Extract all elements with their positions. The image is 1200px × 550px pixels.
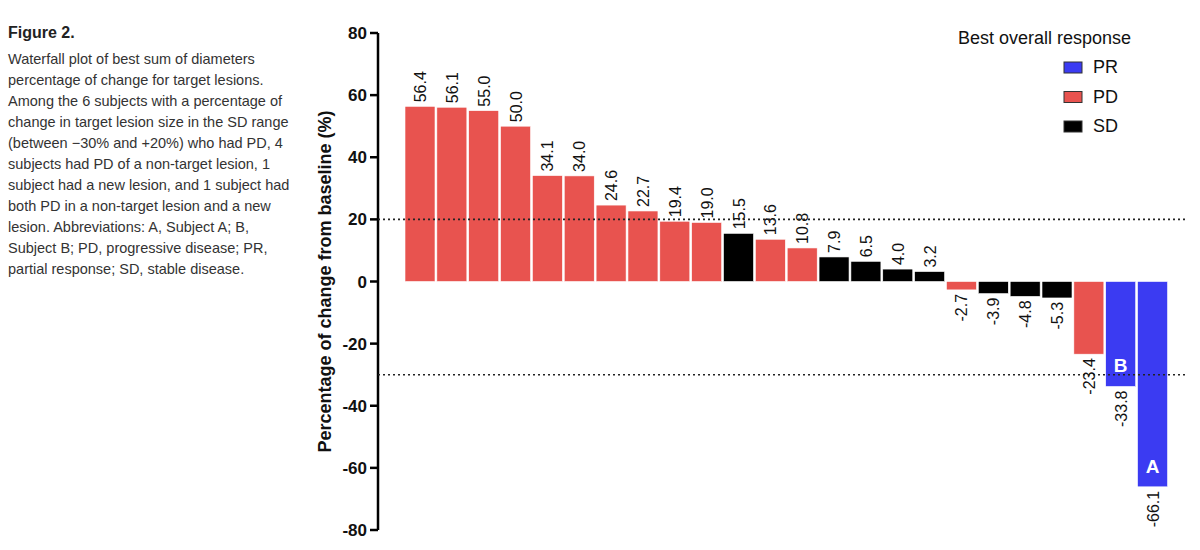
legend-title: Best overall response — [958, 28, 1131, 48]
bar — [787, 248, 817, 282]
caption-text: Waterfall plot of best sum of diameters … — [8, 49, 290, 280]
bar — [724, 233, 754, 281]
bar — [883, 269, 913, 281]
y-tick-label: -80 — [342, 521, 367, 540]
data-label: 56.1 — [444, 72, 461, 103]
legend-swatch — [1064, 92, 1082, 103]
bar — [532, 176, 562, 282]
y-tick — [370, 218, 378, 221]
y-tick-label: 60 — [348, 86, 367, 105]
data-label: 55.0 — [476, 75, 493, 106]
bar — [1042, 282, 1072, 298]
data-label: 19.0 — [699, 187, 716, 218]
y-tick-label: 80 — [348, 24, 367, 43]
y-tick-label: -20 — [342, 335, 367, 354]
y-tick — [370, 94, 378, 97]
bar — [978, 282, 1008, 294]
reference-line — [378, 374, 1186, 376]
data-label: -2.7 — [953, 294, 970, 322]
legend-label: PD — [1093, 87, 1118, 107]
data-label: 4.0 — [890, 243, 907, 265]
y-tick — [370, 342, 378, 345]
data-label: 10.8 — [794, 213, 811, 244]
bar — [1074, 282, 1104, 355]
data-label: 3.2 — [922, 245, 939, 267]
y-tick — [370, 405, 378, 408]
data-label: 15.5 — [731, 198, 748, 229]
bar — [851, 261, 881, 281]
bar — [437, 107, 467, 281]
y-tick — [370, 529, 378, 532]
data-label: -4.8 — [1017, 300, 1034, 328]
y-tick — [370, 467, 378, 470]
data-label: 34.0 — [571, 141, 588, 172]
y-axis-label: Percentage of change from baseline (%) — [315, 110, 335, 452]
data-label: 50.0 — [508, 91, 525, 122]
data-label: -33.8 — [1113, 390, 1130, 427]
caption-label: Figure 2. — [8, 22, 290, 43]
data-label: -3.9 — [985, 298, 1002, 326]
bar — [1138, 282, 1168, 487]
y-tick — [370, 280, 378, 283]
chart: -80 -60 -40 -20 0 20 40 60 80 Percentage of chang… — [0, 0, 1200, 550]
legend-label: PR — [1093, 57, 1118, 77]
bar — [819, 257, 849, 282]
y-tick-label: 40 — [348, 148, 367, 167]
y-tick-label: 20 — [348, 210, 367, 229]
data-label: 7.9 — [826, 231, 843, 253]
bar — [1106, 282, 1136, 387]
data-label: 22.7 — [635, 176, 652, 207]
legend-label: SD — [1093, 116, 1118, 136]
bar — [660, 221, 690, 281]
caption: Figure 2. Waterfall plot of best sum of d… — [8, 22, 290, 280]
category-label: A — [1146, 456, 1160, 477]
bar — [501, 126, 531, 281]
bar — [692, 222, 722, 281]
bar — [1010, 282, 1040, 297]
legend-swatch — [1064, 121, 1082, 132]
y-tick-label: -40 — [342, 397, 367, 416]
bar — [946, 282, 976, 290]
bar — [755, 239, 785, 281]
bar — [596, 205, 626, 281]
bar — [405, 106, 435, 281]
y-tick-label: -60 — [342, 459, 367, 478]
reference-line — [378, 219, 1186, 221]
y-tick — [370, 32, 378, 35]
category-label: B — [1114, 355, 1128, 376]
bar — [469, 111, 499, 282]
data-label: 6.5 — [858, 235, 875, 257]
data-label: 34.1 — [539, 140, 556, 171]
data-label: -23.4 — [1081, 358, 1098, 395]
y-tick — [370, 156, 378, 159]
bar — [915, 272, 945, 282]
data-label: 56.4 — [412, 71, 429, 102]
bar — [628, 211, 658, 282]
legend-swatch — [1064, 62, 1082, 73]
data-label: 19.4 — [667, 186, 684, 217]
bar — [564, 176, 594, 282]
data-label: -66.1 — [1145, 491, 1162, 528]
data-label: 24.6 — [603, 170, 620, 201]
bars — [405, 106, 1168, 487]
y-tick-label: 0 — [358, 273, 367, 292]
data-label: -5.3 — [1049, 302, 1066, 330]
labels: -33.8 -66.1 56.4 56.1 55.0 50.0 34.1 34.0 24.6 22… — [412, 71, 1162, 527]
